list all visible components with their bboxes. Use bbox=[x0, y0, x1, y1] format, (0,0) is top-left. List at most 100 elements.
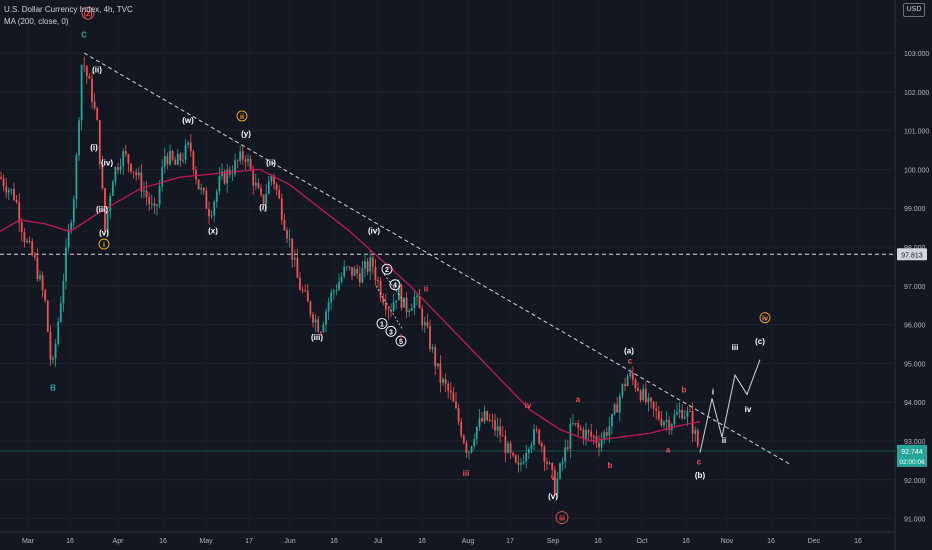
candle-body bbox=[49, 331, 52, 360]
candle-body bbox=[421, 308, 424, 326]
wave-label: (i) bbox=[90, 143, 98, 152]
candle-body bbox=[605, 432, 608, 436]
candle-body bbox=[356, 268, 359, 274]
candle-body bbox=[681, 410, 684, 419]
x-tick-label: 16 bbox=[682, 538, 690, 545]
x-tick-label: Oct bbox=[637, 538, 648, 545]
candle-body bbox=[137, 172, 140, 176]
moving-average-line bbox=[0, 168, 701, 442]
candle-body bbox=[208, 208, 210, 217]
candle-body bbox=[280, 198, 283, 221]
candle-body bbox=[384, 303, 387, 310]
candle-body bbox=[470, 446, 473, 453]
candle-body bbox=[621, 384, 624, 396]
candle-body bbox=[361, 268, 364, 283]
current-price-label: 92.744 bbox=[901, 449, 923, 456]
wave-label: (ii) bbox=[266, 159, 276, 168]
candle-body bbox=[452, 392, 455, 402]
y-tick-label: 94.000 bbox=[904, 400, 926, 407]
candle-body bbox=[579, 427, 582, 430]
wave-label: ii bbox=[240, 114, 244, 121]
wave-label: iii bbox=[732, 343, 739, 352]
candle-body bbox=[395, 300, 398, 303]
candle-body bbox=[119, 165, 122, 171]
candle-body bbox=[312, 314, 314, 323]
candle-body bbox=[618, 395, 621, 413]
wave-label: i bbox=[103, 242, 105, 249]
candle-body bbox=[52, 358, 54, 360]
candle-body bbox=[488, 420, 491, 422]
candle-body bbox=[322, 324, 325, 333]
wave-label-circle bbox=[759, 312, 771, 324]
candle-body bbox=[111, 181, 114, 196]
candle-body bbox=[192, 151, 195, 170]
candle-body bbox=[413, 297, 416, 309]
candle-body bbox=[156, 204, 158, 207]
candle-body bbox=[631, 372, 634, 380]
candle-body bbox=[132, 171, 135, 173]
wave-label: (ii) bbox=[92, 65, 102, 74]
wave-label: iv bbox=[762, 316, 768, 323]
wave-label: i bbox=[712, 387, 714, 396]
candle-body bbox=[241, 151, 244, 160]
wave-label: (v) bbox=[548, 492, 558, 501]
candle-body bbox=[244, 159, 247, 162]
candle-body bbox=[7, 190, 10, 193]
candle-body bbox=[195, 169, 197, 180]
candle-body bbox=[522, 461, 525, 464]
candle-body bbox=[39, 275, 41, 280]
candle-body bbox=[426, 322, 429, 327]
candle-body bbox=[369, 257, 372, 272]
x-tick-label: 16 bbox=[66, 538, 74, 545]
candle-body bbox=[353, 268, 356, 276]
candle-body bbox=[205, 191, 208, 209]
wave-label-circle bbox=[98, 238, 110, 250]
y-tick-label: 91.000 bbox=[904, 517, 926, 524]
candle-body bbox=[509, 443, 512, 453]
candle-body bbox=[215, 191, 218, 202]
x-tick-label: Jun bbox=[284, 538, 295, 545]
candle-body bbox=[663, 421, 665, 426]
candle-body bbox=[306, 290, 309, 302]
candle-body bbox=[473, 439, 476, 447]
wave-label: (c) bbox=[755, 337, 765, 346]
candle-body bbox=[483, 411, 486, 422]
candle-body bbox=[239, 151, 242, 162]
candle-body bbox=[460, 421, 463, 436]
wave-label-circle bbox=[376, 318, 388, 329]
candle-body bbox=[176, 153, 179, 165]
candle-body bbox=[397, 285, 400, 301]
candle-body bbox=[382, 297, 385, 304]
candle-body bbox=[657, 410, 660, 420]
candle-body bbox=[130, 163, 132, 172]
candle-body bbox=[613, 404, 616, 415]
candle-body bbox=[200, 187, 203, 190]
candle-body bbox=[218, 176, 221, 192]
candle-body bbox=[429, 326, 431, 350]
candle-body bbox=[127, 154, 130, 164]
y-tick-label: 100.000 bbox=[904, 167, 929, 174]
wave-label: (a) bbox=[624, 347, 634, 356]
candle-body bbox=[70, 222, 73, 231]
candle-body bbox=[106, 211, 109, 232]
candle-body bbox=[286, 230, 288, 239]
candle-body bbox=[109, 195, 112, 212]
candle-body bbox=[535, 429, 538, 431]
candle-body bbox=[189, 142, 192, 152]
wave-label: (v) bbox=[99, 228, 109, 237]
candle-body bbox=[512, 452, 515, 456]
candle-body bbox=[249, 158, 252, 170]
candle-body bbox=[122, 151, 125, 166]
candle-body bbox=[400, 285, 403, 308]
chart-title: U.S. Dollar Currency Index, 4h, TVC bbox=[4, 5, 133, 14]
x-tick-label: 16 bbox=[854, 538, 862, 545]
candle-body bbox=[423, 322, 426, 326]
candle-body bbox=[254, 182, 257, 186]
ma-indicator-label: MA (200, close, 0) bbox=[4, 17, 69, 26]
wave-label: 3 bbox=[389, 329, 393, 336]
candle-body bbox=[231, 174, 234, 175]
currency-button[interactable]: USD bbox=[903, 3, 925, 17]
candle-body bbox=[304, 290, 307, 292]
candle-body bbox=[158, 186, 161, 205]
